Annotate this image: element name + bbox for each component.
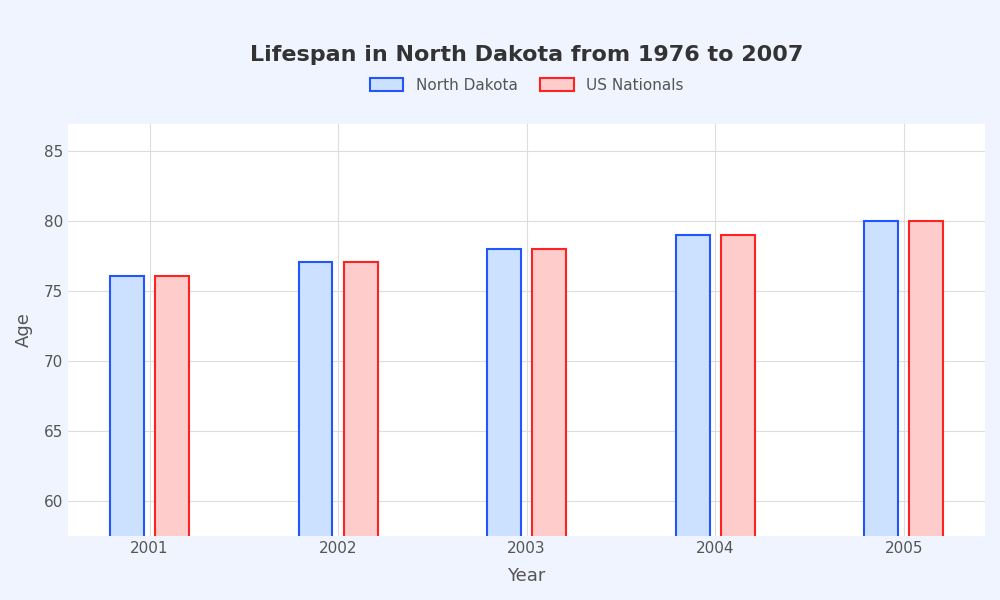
Bar	[344, 262, 378, 600]
Bar	[155, 276, 189, 600]
Y-axis label: Age: Age	[15, 313, 33, 347]
Bar	[721, 235, 755, 600]
Title: Lifespan in North Dakota from 1976 to 2007: Lifespan in North Dakota from 1976 to 20…	[250, 45, 803, 65]
Bar	[299, 262, 332, 600]
Bar	[864, 221, 898, 600]
Bar	[110, 276, 144, 600]
Bar	[676, 235, 710, 600]
Bar	[909, 221, 943, 600]
Bar	[532, 250, 566, 600]
Bar	[487, 250, 521, 600]
X-axis label: Year: Year	[507, 567, 546, 585]
Legend: North Dakota, US Nationals: North Dakota, US Nationals	[370, 77, 684, 92]
